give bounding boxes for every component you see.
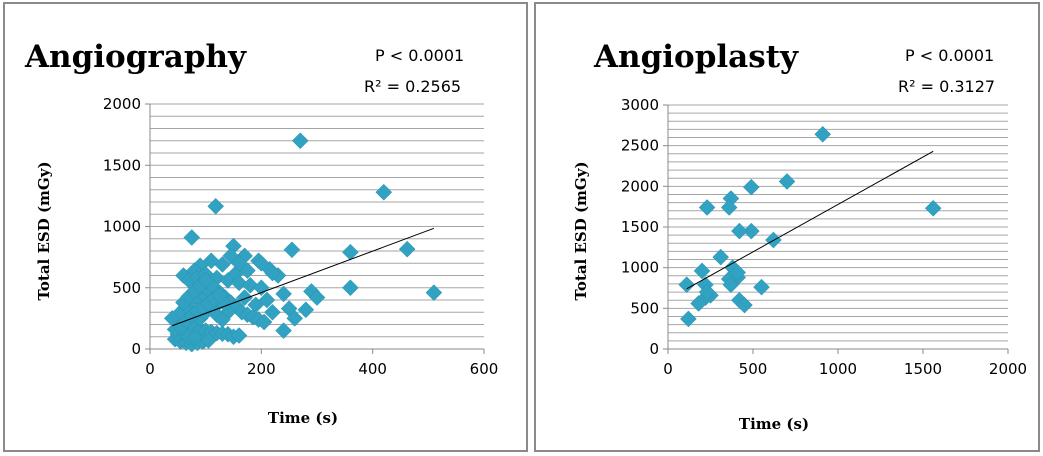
axes — [145, 103, 485, 354]
data-point — [398, 240, 416, 258]
y-tick-label: 1000 — [103, 218, 141, 236]
data-point — [252, 254, 270, 272]
grid-lines — [668, 104, 1008, 342]
data-point — [814, 125, 832, 143]
x-axis-label: Time (s) — [739, 415, 809, 433]
angiography-chart: 0 500 1000 1500 2000 0 200 400 600 Angiography P… — [24, 39, 499, 427]
y-tick-label: 0 — [131, 340, 141, 358]
trendline-group — [686, 150, 934, 290]
data-point — [186, 329, 203, 347]
x-tick-label: 400 — [358, 360, 387, 378]
data-point — [680, 310, 697, 328]
data-point — [200, 332, 217, 349]
trendline — [172, 227, 435, 327]
data-point — [264, 303, 281, 321]
data-point — [712, 248, 730, 266]
y-tick-label: 1500 — [621, 218, 659, 236]
data-point — [283, 241, 301, 259]
data-point — [255, 313, 273, 331]
angioplasty-panel: 0 500 1000 1500 2000 2500 3000 0 500 1000 1500 2000… — [534, 2, 1040, 452]
y-tick-label: 500 — [630, 299, 659, 317]
data-point — [698, 283, 716, 301]
y-axis-label: Total ESD (mGy) — [35, 161, 53, 300]
x-tick-label: 1500 — [904, 360, 942, 378]
data-point — [778, 173, 796, 190]
data-point — [230, 274, 248, 292]
data-point — [678, 276, 696, 294]
data-point — [693, 262, 711, 280]
data-point — [308, 289, 326, 306]
data-point — [230, 327, 248, 344]
chart-title: Angiography — [24, 39, 247, 75]
data-point — [736, 296, 753, 314]
x-axis-label: Time (s) — [268, 409, 338, 427]
data-point — [731, 222, 748, 240]
axes — [663, 104, 1009, 354]
data-point — [297, 301, 315, 319]
data-point — [753, 278, 770, 296]
data-point — [247, 296, 265, 314]
trendline — [686, 150, 934, 290]
data-point — [236, 289, 253, 306]
angiography-panel: 0 500 1000 1500 2000 0 200 400 600 Angiography P… — [3, 2, 528, 452]
x-tick-label: 0 — [145, 360, 155, 378]
data-point — [230, 254, 248, 272]
data-point — [342, 279, 359, 297]
x-tick-label: 500 — [739, 360, 768, 378]
data-point — [241, 276, 259, 294]
y-tick-label: 1500 — [103, 156, 141, 174]
data-point — [375, 183, 393, 201]
y-axis-label: Total ESD (mGy) — [572, 161, 590, 300]
data-point — [211, 286, 228, 304]
y-tick-label: 1000 — [621, 259, 659, 277]
x-tick-label: 200 — [247, 360, 276, 378]
data-points — [163, 132, 443, 353]
data-point — [924, 199, 942, 217]
data-point — [286, 310, 304, 327]
data-point — [214, 311, 231, 328]
x-tick-label: 600 — [470, 360, 499, 378]
x-tick-label: 0 — [663, 360, 673, 378]
angioplasty-chart: 0 500 1000 1500 2000 2500 3000 0 500 1000 1500 2000… — [572, 39, 1027, 433]
y-tick-label: 2000 — [103, 95, 141, 113]
data-point — [342, 243, 359, 261]
data-point — [729, 264, 747, 281]
chart-title: Angioplasty — [593, 39, 799, 75]
data-point — [207, 197, 225, 215]
tick-labels: 0 500 1000 1500 2000 2500 3000 0 500 1000 1500 2000 — [621, 96, 1027, 378]
r-squared-annotation: R² = 0.3127 — [898, 77, 995, 96]
data-point — [197, 272, 215, 289]
y-tick-label: 2500 — [621, 137, 659, 155]
data-point — [742, 222, 760, 240]
x-tick-label: 2000 — [989, 360, 1027, 378]
data-point — [425, 284, 443, 302]
data-point — [275, 322, 292, 339]
tick-labels: 0 500 1000 1500 2000 0 200 400 600 — [103, 95, 499, 378]
x-tick-label: 1000 — [819, 360, 857, 378]
data-point — [720, 199, 738, 216]
p-value-annotation: P < 0.0001 — [905, 46, 994, 65]
r-squared-annotation: R² = 0.2565 — [364, 77, 461, 96]
data-point — [183, 229, 201, 246]
y-tick-label: 0 — [649, 340, 659, 358]
trendline-group — [172, 227, 435, 327]
data-point — [275, 285, 292, 303]
data-point — [722, 276, 740, 294]
y-tick-label: 3000 — [621, 96, 659, 114]
data-point — [264, 264, 281, 282]
y-tick-label: 2000 — [621, 177, 659, 195]
data-point — [291, 132, 309, 150]
data-point — [690, 295, 707, 312]
y-tick-label: 500 — [112, 279, 141, 297]
data-point — [742, 178, 760, 196]
data-point — [698, 199, 716, 216]
data-point — [252, 279, 270, 297]
p-value-annotation: P < 0.0001 — [375, 46, 464, 65]
data-point — [219, 272, 237, 289]
